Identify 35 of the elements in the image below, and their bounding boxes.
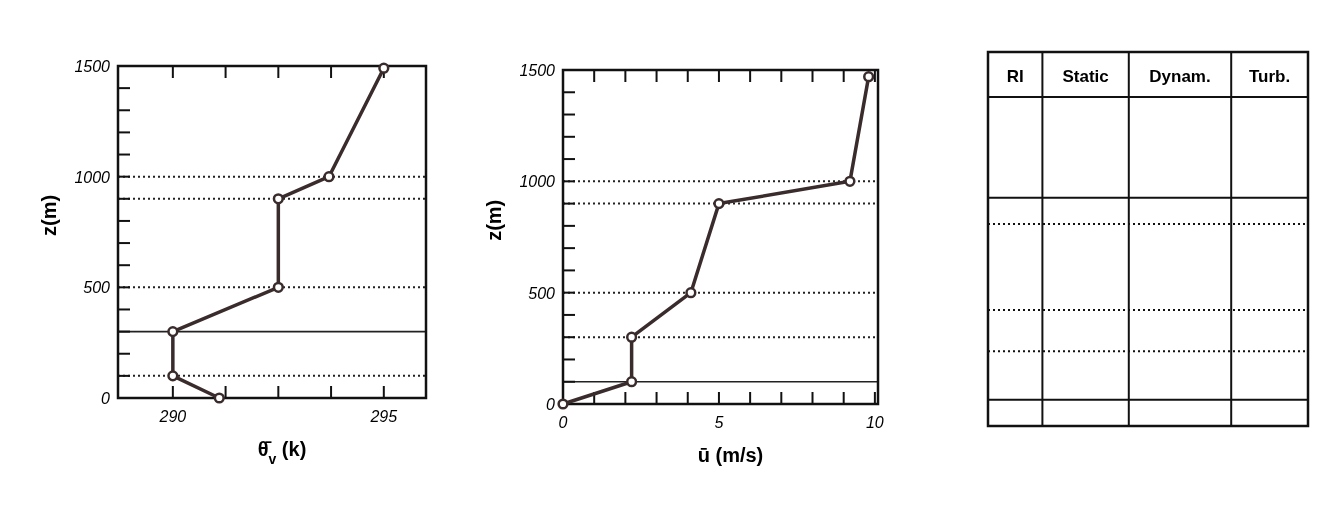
category-label: Static (1062, 66, 1109, 86)
category-label: RI (1006, 66, 1024, 86)
y-tick-label: 1000 (519, 173, 556, 191)
x-axis-title: θ̄$_{v}$ (k) (257, 438, 307, 467)
point (272, 281, 284, 293)
point (167, 370, 179, 382)
point (323, 171, 335, 183)
x-tick-label: 0 (558, 414, 568, 431)
y-tick-label: 500 (528, 284, 556, 302)
y-tick-label: 1000 (74, 168, 111, 186)
point (844, 175, 856, 187)
point (625, 331, 638, 343)
y-tick-label: 0 (546, 396, 556, 413)
category-label: Turb. (1248, 66, 1291, 86)
y-axis-title: z(m) (483, 199, 505, 241)
point (167, 325, 179, 338)
point (863, 71, 875, 83)
point (557, 398, 569, 410)
x-tick-label: 290 (158, 408, 187, 425)
point (272, 193, 284, 205)
x-tick-label: 295 (369, 408, 398, 425)
x-tick-label: 10 (865, 414, 884, 431)
point (625, 376, 638, 388)
y-tick-label: 1500 (74, 58, 111, 75)
point (713, 197, 725, 210)
y-axis-title: z(m) (38, 194, 60, 236)
category-label: Dynam. (1149, 66, 1211, 86)
x-tick-label: 5 (714, 414, 724, 431)
y-tick-label: 0 (101, 390, 111, 407)
x-axis-title: ū (m/s) (697, 444, 764, 466)
point (213, 392, 225, 404)
y-tick-label: 1500 (519, 62, 556, 79)
y-tick-label: 500 (83, 279, 111, 297)
point (378, 62, 390, 74)
point (685, 287, 697, 299)
